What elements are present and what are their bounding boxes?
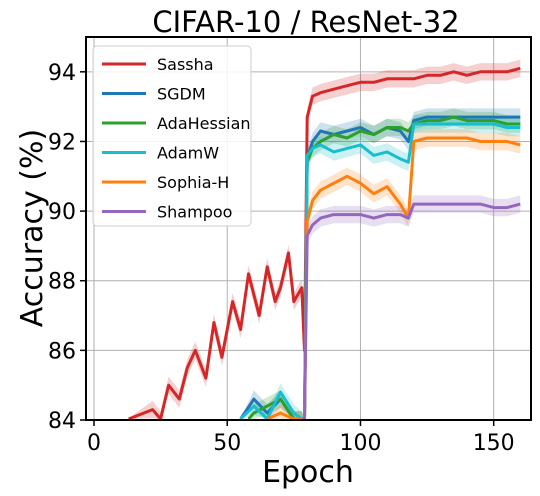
legend-label: Shampoo [157,203,232,222]
series-band [240,115,521,420]
x-tick-label: 0 [87,431,101,456]
legend-label: Sassha [157,55,214,74]
x-tick-label: 50 [213,431,241,456]
x-axis-title: Epoch [262,455,354,490]
chart-title: CIFAR-10 / ResNet-32 [152,5,459,39]
x-tick-label: 150 [473,431,515,456]
y-axis-ticks: 84 86 88 90 92 94 [48,61,86,434]
y-axis-title: Accuracy (%) [15,129,50,327]
y-tick-label: 92 [48,130,76,155]
y-tick-label: 88 [48,270,76,295]
x-axis-ticks: 0 50 100 150 [87,420,515,456]
y-tick-label: 90 [48,200,76,225]
legend-label: AdaHessian [157,114,251,133]
y-tick-label: 84 [48,409,76,434]
y-tick-label: 86 [48,339,76,364]
plot-frame [85,36,532,421]
series-line [239,115,521,421]
series-band [301,195,521,419]
x-tick-label: 100 [339,431,381,456]
legend-label: Sophia-H [157,173,229,192]
legend-label: SGDM [157,85,206,104]
series-line [301,202,521,421]
series-band [267,129,521,420]
legend-label: AdamW [157,144,219,163]
y-tick-label: 94 [48,61,76,86]
legend: Sassha SGDM AdaHessian AdamW Sophia-H Shampoo [92,45,252,227]
series-line [128,66,521,421]
series-line [239,122,521,421]
